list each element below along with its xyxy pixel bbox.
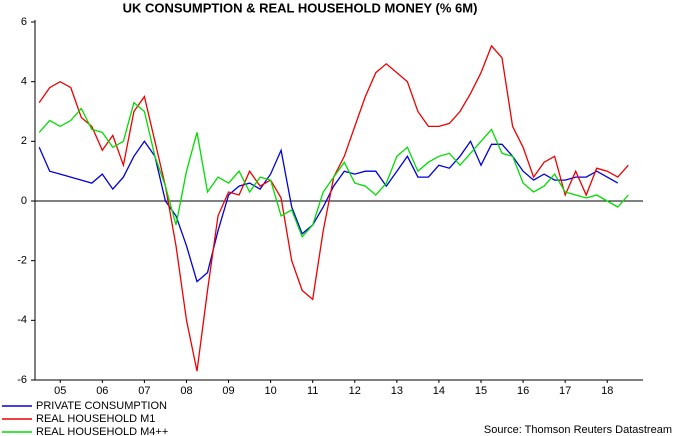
- series-line: [38, 139, 619, 283]
- x-tick-label: 15: [475, 385, 487, 397]
- y-tick-label: -6: [17, 374, 27, 386]
- y-tick-label: -2: [17, 255, 27, 267]
- y-tick-label: 6: [21, 16, 27, 28]
- x-tick-label: 08: [180, 385, 192, 397]
- x-tick-label: 16: [517, 385, 529, 397]
- x-tick-label: 17: [559, 385, 571, 397]
- chart-title: UK CONSUMPTION & REAL HOUSEHOLD MONEY (%…: [123, 0, 478, 15]
- x-tick-label: 13: [391, 385, 403, 397]
- y-tick-label: 4: [21, 76, 27, 88]
- y-tick-label: 0: [21, 195, 27, 207]
- legend-label: REAL HOUSEHOLD M4++: [36, 426, 168, 436]
- y-tick-label: -4: [17, 314, 27, 326]
- x-tick-label: 06: [96, 385, 108, 397]
- x-tick-label: 10: [265, 385, 277, 397]
- x-tick-label: 05: [54, 385, 66, 397]
- y-tick-label: 2: [21, 135, 27, 147]
- series-line: [38, 44, 629, 372]
- legend-label: REAL HOUSEHOLD M1: [36, 413, 155, 425]
- x-tick-label: 12: [349, 385, 361, 397]
- series-line: [38, 101, 629, 239]
- x-tick-label: 09: [222, 385, 234, 397]
- x-tick-label: 14: [433, 385, 445, 397]
- source-note: Source: Thomson Reuters Datastream: [484, 424, 672, 436]
- x-tick-label: 11: [307, 385, 318, 397]
- x-tick-label: 07: [138, 385, 150, 397]
- legend-label: PRIVATE CONSUMPTION: [36, 400, 167, 412]
- x-tick-label: 18: [601, 385, 613, 397]
